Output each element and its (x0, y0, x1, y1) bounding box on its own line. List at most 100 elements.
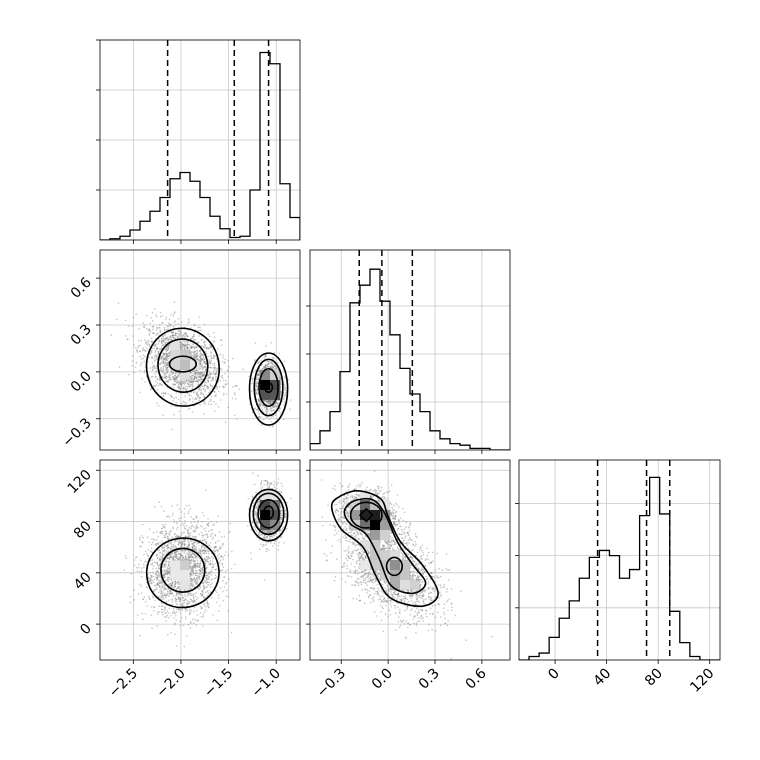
scatter-point (221, 368, 223, 371)
scatter-point (378, 490, 381, 492)
scatter-point (431, 613, 434, 616)
scatter-point (268, 485, 271, 488)
scatter-point (269, 482, 272, 485)
scatter-point (179, 335, 182, 337)
scatter-point (189, 345, 192, 348)
scatter-point (387, 491, 389, 493)
scatter-point (267, 400, 269, 403)
scatter-point (258, 413, 261, 415)
scatter-point (202, 615, 205, 618)
scatter-point (191, 539, 193, 542)
scatter-point (190, 345, 193, 348)
scatter-point (173, 375, 175, 378)
density-cell (170, 360, 181, 371)
scatter-point (421, 617, 423, 620)
scatter-point (170, 336, 172, 339)
scatter-point (195, 346, 197, 349)
scatter-point (167, 370, 169, 373)
scatter-point (145, 341, 147, 344)
scatter-point (162, 358, 164, 361)
scatter-point (283, 404, 285, 406)
scatter-point (200, 372, 203, 375)
scatter-point (149, 582, 151, 585)
scatter-point (358, 493, 360, 496)
scatter-point (179, 383, 181, 385)
scatter-point (178, 586, 180, 588)
scatter-point (275, 532, 278, 535)
scatter-point (173, 312, 175, 315)
scatter-point (184, 535, 187, 537)
scatter-point (193, 353, 195, 356)
scatter-point (214, 373, 217, 375)
scatter-point (390, 545, 392, 547)
scatter-point (269, 366, 272, 368)
scatter-point (167, 538, 170, 541)
scatter-point (164, 563, 167, 565)
scatter-point (179, 341, 182, 344)
scatter-point (253, 483, 256, 486)
scatter-point (157, 352, 160, 355)
scatter-point (156, 582, 159, 585)
scatter-point (188, 386, 191, 388)
scatter-point (172, 336, 175, 339)
scatter-point (169, 589, 172, 591)
scatter-point (376, 497, 379, 500)
scatter-point (372, 579, 374, 581)
scatter-point (193, 352, 195, 354)
scatter-point (177, 535, 179, 538)
scatter-point (219, 605, 221, 607)
scatter-point (178, 369, 181, 372)
scatter-point (350, 563, 353, 565)
scatter-point (418, 578, 421, 580)
scatter-point (177, 317, 180, 320)
scatter-point (185, 552, 188, 555)
scatter-point (170, 590, 172, 592)
scatter-point (445, 568, 448, 570)
scatter-point (162, 370, 165, 373)
scatter-point (410, 600, 413, 602)
scatter-point (162, 335, 164, 338)
scatter-point (195, 583, 198, 585)
scatter-point (192, 380, 195, 383)
scatter-point (167, 538, 170, 540)
scatter-point (162, 361, 165, 363)
scatter-point (174, 377, 176, 380)
scatter-point (401, 537, 403, 540)
scatter-point (168, 378, 170, 381)
scatter-point (182, 541, 184, 543)
scatter-point (365, 572, 368, 574)
scatter-point (404, 597, 407, 599)
scatter-point (225, 581, 228, 584)
scatter-point (398, 522, 401, 525)
scatter-point (133, 589, 135, 591)
scatter-point (167, 393, 170, 395)
scatter-point (273, 542, 276, 545)
scatter-point (207, 347, 210, 349)
scatter-point (150, 543, 153, 546)
scatter-point (162, 611, 164, 614)
scatter-point (188, 593, 191, 595)
scatter-point (191, 552, 193, 555)
scatter-point (377, 486, 380, 488)
scatter-point (181, 558, 184, 561)
scatter-point (174, 580, 176, 583)
scatter-point (199, 566, 201, 568)
density-cell (390, 580, 401, 591)
scatter-point (267, 541, 270, 543)
scatter-point (280, 482, 283, 485)
scatter-point (207, 387, 210, 390)
scatter-point (375, 570, 378, 572)
scatter-point (200, 546, 203, 548)
scatter-point (372, 495, 375, 498)
scatter-point (277, 481, 280, 484)
scatter-point (284, 509, 287, 512)
scatter-point (264, 355, 267, 358)
scatter-point (172, 331, 174, 334)
scatter-point (267, 401, 270, 403)
scatter-point (397, 592, 400, 595)
scatter-point (174, 545, 176, 547)
scatter-point (166, 368, 168, 371)
scatter-point (366, 580, 369, 583)
scatter-point (193, 553, 196, 556)
scatter-point (337, 518, 340, 520)
